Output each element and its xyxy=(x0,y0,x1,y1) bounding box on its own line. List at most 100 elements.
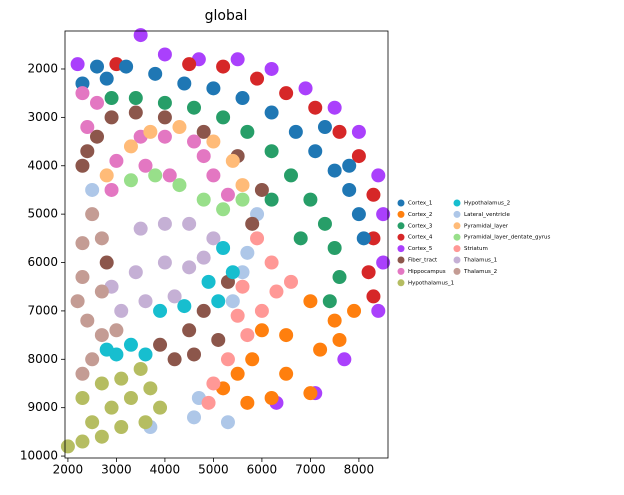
spot xyxy=(157,255,172,270)
spot xyxy=(211,294,226,309)
legend-label: Pyramidal_layer xyxy=(464,223,509,229)
spot xyxy=(133,28,148,43)
spot xyxy=(366,231,381,246)
legend-label: Cortex_1 xyxy=(408,201,432,207)
spot xyxy=(99,342,114,357)
spot xyxy=(75,76,90,91)
spot xyxy=(167,289,182,304)
spot xyxy=(225,265,240,280)
spot xyxy=(80,144,95,159)
spot xyxy=(351,124,366,139)
spot xyxy=(216,110,231,125)
x-tick-label: 6000 xyxy=(247,463,278,477)
spot xyxy=(284,274,299,289)
legend-label: Thalamus_1 xyxy=(463,258,497,264)
spot xyxy=(298,81,313,96)
spot xyxy=(351,207,366,222)
spot xyxy=(264,255,279,270)
spot xyxy=(196,192,211,207)
legend-marker xyxy=(453,199,461,207)
spot xyxy=(240,395,255,410)
spot xyxy=(172,178,187,193)
spot xyxy=(114,303,129,318)
spot xyxy=(230,52,245,67)
x-tick-label: 2000 xyxy=(53,463,84,477)
spot xyxy=(371,303,386,318)
spot xyxy=(225,153,240,168)
spot xyxy=(216,202,231,217)
spot xyxy=(220,187,235,202)
legend-label: Cortex_2 xyxy=(408,212,432,218)
spot xyxy=(153,303,168,318)
spot xyxy=(143,124,158,139)
spot xyxy=(90,59,105,74)
legend-label: Hippocampus xyxy=(408,269,446,275)
spot xyxy=(177,299,192,314)
spot xyxy=(157,129,172,144)
spot xyxy=(376,207,391,222)
spot xyxy=(235,265,250,280)
spot xyxy=(104,110,119,125)
axes-frame xyxy=(64,30,389,459)
spot xyxy=(196,250,211,265)
spot xyxy=(254,323,269,338)
x-tick-label: 5000 xyxy=(198,463,229,477)
plot-area xyxy=(60,28,391,454)
chart-title: global xyxy=(205,8,248,24)
spot xyxy=(366,289,381,304)
spot xyxy=(90,129,105,144)
spot xyxy=(240,245,255,260)
spot xyxy=(94,231,109,246)
spot xyxy=(133,361,148,376)
spot xyxy=(351,149,366,164)
spot xyxy=(327,313,342,328)
spot xyxy=(177,76,192,91)
spot xyxy=(264,391,279,406)
spot xyxy=(240,328,255,343)
spot xyxy=(293,231,308,246)
spot xyxy=(104,400,119,415)
y-tick-label: 2000 xyxy=(27,61,58,75)
legend-marker xyxy=(397,267,405,275)
legend-label: Thalamus_2 xyxy=(463,269,497,275)
legend-label: Cortex_4 xyxy=(408,235,433,241)
spot xyxy=(206,81,221,96)
spot xyxy=(153,337,168,352)
legend-label: Cortex_3 xyxy=(408,223,433,229)
spot xyxy=(70,294,85,309)
legend-marker xyxy=(397,256,405,264)
spot xyxy=(313,342,328,357)
legend-marker xyxy=(453,210,461,218)
y-tick-label: 3000 xyxy=(27,110,58,124)
legend-marker xyxy=(453,267,461,275)
spot xyxy=(75,434,90,449)
spot xyxy=(172,120,187,135)
spot xyxy=(75,86,90,101)
spot xyxy=(206,134,221,149)
legend-marker xyxy=(397,233,405,241)
spot xyxy=(104,182,119,197)
spot xyxy=(80,313,95,328)
spot xyxy=(371,168,386,183)
spot xyxy=(308,144,323,159)
spot xyxy=(220,415,235,430)
spot xyxy=(327,163,342,178)
spot xyxy=(361,265,376,280)
spot xyxy=(128,105,143,120)
legend-marker xyxy=(453,256,461,264)
spot xyxy=(332,124,347,139)
legend-marker xyxy=(453,222,461,230)
spot xyxy=(201,395,216,410)
spot xyxy=(356,231,371,246)
spot xyxy=(182,323,197,338)
x-tick-label: 8000 xyxy=(344,463,375,477)
legend-marker xyxy=(453,233,461,241)
spot xyxy=(230,308,245,323)
legend-marker xyxy=(397,245,405,253)
spot xyxy=(138,294,153,309)
spot xyxy=(157,216,172,231)
spot xyxy=(206,231,221,246)
spot xyxy=(264,144,279,159)
spot xyxy=(75,270,90,285)
legend-marker xyxy=(397,279,405,287)
